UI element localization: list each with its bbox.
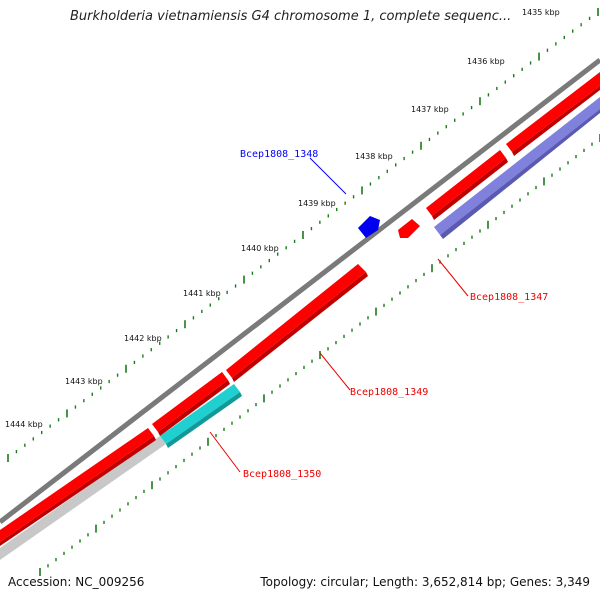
red-gene-block-1350[interactable]: [0, 428, 154, 542]
red-gene-block-top-right[interactable]: [506, 72, 600, 152]
cyan-gene-block-shadow: [166, 392, 242, 448]
red-gene-block-mid[interactable]: [152, 372, 228, 432]
kbp-label-1443: 1443 kbp: [65, 377, 103, 386]
leader-line-1350: [209, 431, 241, 473]
kbp-label-1436: 1436 kbp: [467, 57, 505, 66]
kbp-label-1444: 1444 kbp: [5, 420, 43, 429]
kbp-label-1439: 1439 kbp: [298, 199, 336, 208]
map-title: Burkholderia vietnamiensis G4 chromosome…: [70, 9, 512, 24]
gene-label-1348[interactable]: Bcep1808_1348: [240, 149, 318, 160]
inner-tick-track: [39, 134, 600, 576]
cyan-gene-block[interactable]: [160, 384, 240, 444]
red-gene-shadow-3: [232, 272, 368, 382]
gene-label-1350[interactable]: Bcep1808_1350: [243, 469, 321, 480]
kbp-label-1435: 1435 kbp: [522, 8, 560, 17]
accession-text: Accession: NC_009256: [8, 575, 145, 589]
chromosome-backbone: [0, 58, 600, 524]
purple-gene-track[interactable]: [434, 97, 600, 235]
red-gene-shadow-1: [512, 86, 600, 156]
red-gene-block-1347[interactable]: [426, 150, 506, 216]
blue-gene-feature-1348[interactable]: [358, 216, 380, 238]
red-gene-shadow-2: [432, 158, 508, 220]
kbp-label-1440: 1440 kbp: [241, 244, 279, 253]
outer-tick-track: [7, 8, 599, 462]
purple-gene-track-shadow: [440, 109, 600, 239]
leader-line-1349: [319, 352, 351, 391]
gene-label-1349[interactable]: Bcep1808_1349: [350, 387, 428, 398]
kbp-label-1438: 1438 kbp: [355, 152, 393, 161]
topology-summary: Topology: circular; Length: 3,652,814 bp…: [260, 575, 590, 589]
leader-line-1347: [437, 258, 469, 297]
red-gene-shadow-4: [158, 380, 230, 436]
gene-label-1347[interactable]: Bcep1808_1347: [470, 292, 548, 303]
leader-line-1348: [309, 157, 347, 195]
kbp-label-1442: 1442 kbp: [124, 334, 162, 343]
kbp-label-1441: 1441 kbp: [183, 289, 221, 298]
gray-gene-track[interactable]: [0, 436, 166, 560]
red-gene-shadow-5: [0, 436, 156, 546]
red-gene-arrow-small[interactable]: [398, 219, 420, 238]
red-gene-block-1349[interactable]: [226, 264, 366, 378]
kbp-label-1437: 1437 kbp: [411, 105, 449, 114]
